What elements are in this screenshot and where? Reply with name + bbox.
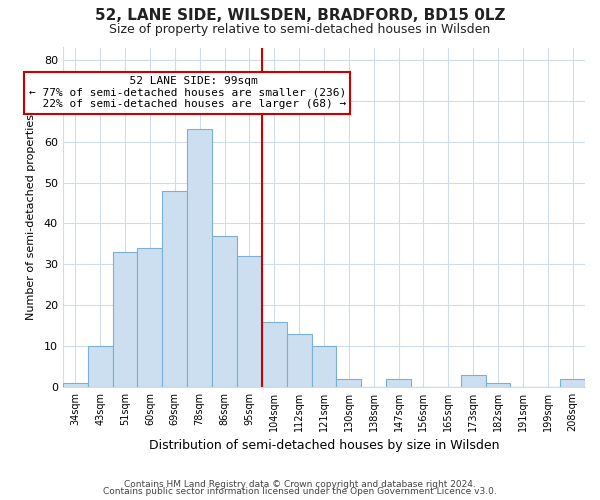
- Bar: [212, 236, 237, 387]
- Bar: [137, 248, 163, 387]
- Bar: [485, 383, 511, 387]
- Text: Contains HM Land Registry data © Crown copyright and database right 2024.: Contains HM Land Registry data © Crown c…: [124, 480, 476, 489]
- Bar: [63, 383, 88, 387]
- Text: 52, LANE SIDE, WILSDEN, BRADFORD, BD15 0LZ: 52, LANE SIDE, WILSDEN, BRADFORD, BD15 0…: [95, 8, 505, 22]
- Bar: [386, 379, 411, 387]
- Y-axis label: Number of semi-detached properties: Number of semi-detached properties: [26, 114, 35, 320]
- Bar: [113, 252, 137, 387]
- Text: 52 LANE SIDE: 99sqm
← 77% of semi-detached houses are smaller (236)
  22% of sem: 52 LANE SIDE: 99sqm ← 77% of semi-detach…: [29, 76, 346, 110]
- Bar: [287, 334, 311, 387]
- Text: Size of property relative to semi-detached houses in Wilsden: Size of property relative to semi-detach…: [109, 22, 491, 36]
- Text: Contains public sector information licensed under the Open Government Licence v3: Contains public sector information licen…: [103, 487, 497, 496]
- Bar: [187, 130, 212, 387]
- Bar: [311, 346, 337, 387]
- Bar: [262, 322, 287, 387]
- Bar: [461, 375, 485, 387]
- X-axis label: Distribution of semi-detached houses by size in Wilsden: Distribution of semi-detached houses by …: [149, 440, 499, 452]
- Bar: [88, 346, 113, 387]
- Bar: [337, 379, 361, 387]
- Bar: [163, 190, 187, 387]
- Bar: [560, 379, 585, 387]
- Bar: [237, 256, 262, 387]
